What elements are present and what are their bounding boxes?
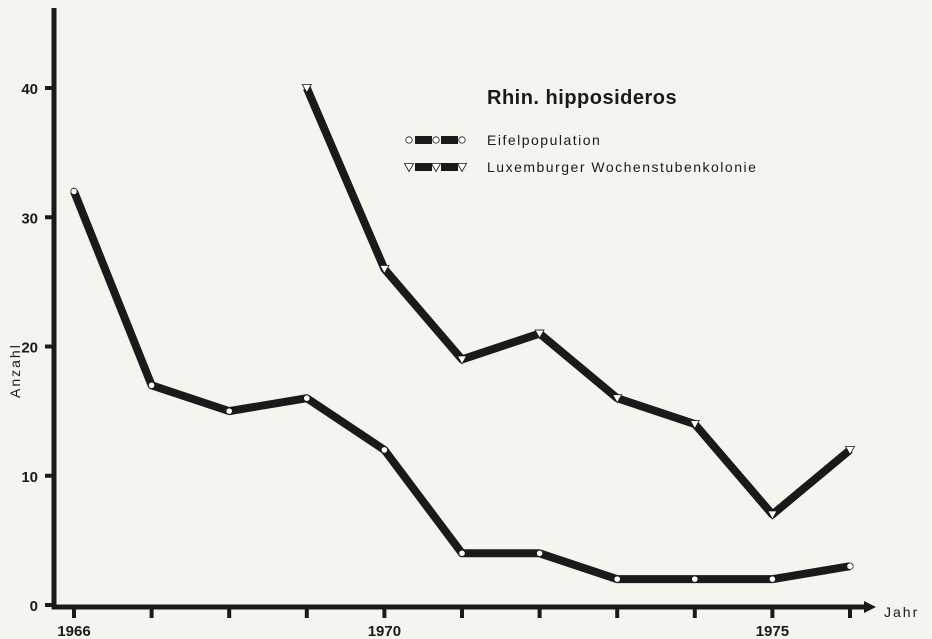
data-point-s0-1971 xyxy=(458,549,466,557)
y-tick-label-20: 20 xyxy=(21,340,38,357)
legend-dash xyxy=(441,163,458,171)
legend-label-luxemburger: Luxemburger Wochenstubenkolonie xyxy=(487,159,757,175)
data-point-s1-1971 xyxy=(456,355,468,365)
data-point-s0-1974 xyxy=(691,575,699,583)
x-tick-label-1966: 1966 xyxy=(57,623,90,639)
legend-dash xyxy=(415,163,432,171)
series-line-0 xyxy=(70,189,851,584)
data-point-s0-1972 xyxy=(535,549,544,557)
legend-sample-eifelpopulation xyxy=(405,136,466,144)
legend-dash xyxy=(441,136,458,144)
chart-title: Rhin. hipposideros xyxy=(487,87,677,109)
x-axis-title: Jahr xyxy=(884,604,919,620)
ticks: 0 10 20 30 40 1966 1970 1975 xyxy=(21,81,852,639)
y-tick-label-40: 40 xyxy=(21,81,38,98)
data-point-s0-1968 xyxy=(225,407,233,415)
legend-marker xyxy=(458,136,466,144)
data-point-s0-1969 xyxy=(303,394,311,402)
data-point-s1-1975 xyxy=(767,510,778,520)
data-point-s1-1969 xyxy=(301,84,312,94)
legend-marker xyxy=(403,163,415,173)
axes xyxy=(51,8,876,613)
legend-label-eifelpopulation: Eifelpopulation xyxy=(487,132,601,148)
plot-lines xyxy=(70,84,856,584)
legend-marker xyxy=(405,136,413,144)
data-point-s0-1975 xyxy=(768,575,777,583)
x-tick-label-1975: 1975 xyxy=(756,623,789,639)
legend-dash xyxy=(415,136,432,144)
y-tick-label-0: 0 xyxy=(30,598,38,615)
legend-marker xyxy=(456,163,468,173)
legend-marker xyxy=(430,163,442,173)
data-point-s0-1970 xyxy=(380,446,388,454)
data-point-s1-1974 xyxy=(689,420,700,430)
y-axis-title: Anzahl xyxy=(7,343,23,398)
data-point-s0-1976 xyxy=(846,562,854,570)
data-point-s0-1967 xyxy=(148,381,156,389)
data-point-s1-1976 xyxy=(844,446,856,456)
x-tick-label-1970: 1970 xyxy=(368,623,401,639)
data-point-s1-1972 xyxy=(534,329,545,339)
y-tick-label-10: 10 xyxy=(21,469,38,486)
data-point-s1-1970 xyxy=(379,265,390,275)
legend: Eifelpopulation Luxemburger Wochenstuben… xyxy=(403,132,757,175)
legend-marker xyxy=(432,136,440,144)
x-axis-arrowhead xyxy=(864,601,876,613)
legend-sample-luxemburger xyxy=(403,163,468,173)
data-point-s1-1973 xyxy=(612,394,623,404)
series-line-1 xyxy=(303,86,853,519)
data-point-s0-1973 xyxy=(613,575,621,583)
y-tick-label-30: 30 xyxy=(21,210,38,227)
data-point-s0-1966 xyxy=(70,187,78,195)
